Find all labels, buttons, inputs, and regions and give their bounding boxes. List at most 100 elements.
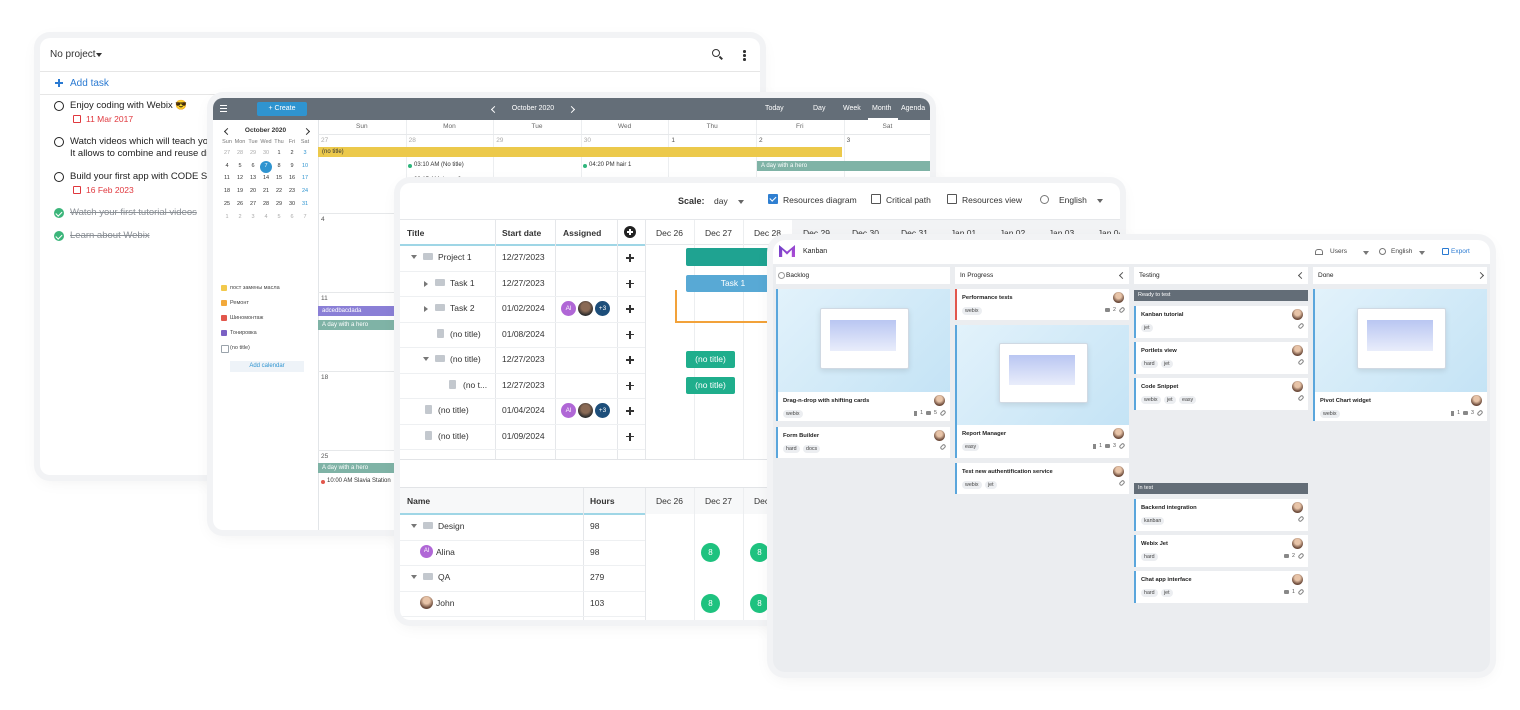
language-select[interactable]: English [1059,195,1087,205]
event-text[interactable]: 09:15 AM demo 2 [414,177,462,183]
card[interactable]: Pivot Chart widget webix 1 3 [1313,289,1487,421]
task-checkbox[interactable] [54,101,64,111]
card[interactable]: Chat app interface hard jet 1 [1134,571,1308,603]
calendar-checkbox[interactable] [221,285,227,291]
mini-date[interactable]: 6 [290,213,294,220]
checkbox[interactable] [871,194,881,204]
scale-select[interactable]: day [714,196,728,206]
mini-date[interactable]: 1 [225,213,229,220]
card[interactable]: Kanban tutorial jet [1134,306,1308,338]
task-title[interactable]: (no title) [438,405,469,415]
task-title[interactable]: Task 1 [450,277,475,288]
task-bar[interactable]: (no title) [686,351,735,368]
mini-date[interactable]: 22 [275,188,283,195]
add-subtask-button[interactable] [626,279,634,288]
task-bar[interactable]: (no title) [686,376,735,394]
mini-date[interactable]: 24 [301,188,309,195]
mini-date[interactable]: 19 [236,188,244,195]
mini-date[interactable]: 8 [277,162,281,169]
menu-dot[interactable] [743,58,746,61]
plus-icon[interactable] [55,79,63,87]
add-subtask-button[interactable] [626,432,634,441]
add-task[interactable]: Add task [70,78,109,89]
option-label[interactable]: Resources view [962,195,1022,205]
view-tab[interactable]: Agenda [901,105,926,112]
resource-name[interactable]: QA [438,572,451,582]
mini-date[interactable]: 29 [249,150,257,156]
add-subtask-button[interactable] [626,330,634,339]
event-bar[interactable]: adcedbacdada [318,306,405,316]
event-bar[interactable]: A day with a hero [757,161,930,171]
menu-line[interactable] [220,105,227,106]
task-text[interactable]: Watch your first tutorial videos [70,207,197,218]
mini-date[interactable]: 14 [262,175,270,182]
search-icon[interactable] [712,49,720,57]
mini-date[interactable]: 27 [249,200,257,207]
mini-date[interactable]: 18 [223,188,231,195]
add-card-icon[interactable] [778,272,785,279]
task-title[interactable]: (no title) [438,430,469,441]
users-select[interactable]: Users [1330,248,1347,255]
language-select[interactable]: English [1391,248,1413,255]
task-title[interactable]: Task 2 [450,303,475,313]
create-button[interactable]: + Create [257,102,307,116]
mini-date[interactable]: 12 [236,175,244,182]
card[interactable]: Test new authentification service webix je… [955,463,1129,494]
project-select[interactable]: No project [50,49,96,60]
event-bar[interactable]: A day with a hero [318,320,405,330]
task-text[interactable]: Build your first app with CODE SNIF [70,171,223,182]
task-text[interactable]: It allows to combine and reuse dive [70,148,219,159]
menu-dot[interactable] [743,54,746,57]
add-task-button[interactable] [624,226,636,238]
calendar-name[interactable]: (no title) [230,345,250,351]
mini-date[interactable]: 5 [238,162,242,169]
mini-date[interactable]: 30 [262,150,270,156]
mini-date[interactable]: 27 [223,150,231,156]
mini-date[interactable]: 4 [225,162,229,169]
mini-date[interactable]: 20 [249,188,257,195]
event-text[interactable]: 03:10 AM (No title) [414,162,464,168]
card[interactable]: Drag-n-drop with shifting cards webix 1 5 [776,289,950,421]
card[interactable]: Portlets view hard jet [1134,342,1308,374]
view-tab[interactable]: Today [765,105,784,112]
calendar-name[interactable]: Тонировка [230,330,257,336]
add-subtask-button[interactable] [626,407,634,415]
mini-date[interactable]: 28 [236,150,244,156]
chevron-icon[interactable] [302,127,311,136]
task-title[interactable]: (no title) [450,328,481,339]
mini-date[interactable]: 1 [277,150,281,156]
task-checkbox[interactable] [54,231,64,241]
mini-date[interactable]: 5 [277,213,281,220]
view-tab[interactable]: Day [813,105,826,112]
mini-date[interactable]: 16 [288,175,296,182]
task-title[interactable]: (no t... [463,379,488,390]
mini-date[interactable]: 9 [290,162,294,169]
menu-line[interactable] [220,111,227,112]
task-title[interactable]: (no title) [450,354,481,364]
card[interactable]: Webix Jet hard 2 [1134,535,1308,567]
calendar-name[interactable]: Ремонт [230,300,249,306]
card[interactable]: Report Manager easy 1 3 [955,325,1129,458]
mini-date[interactable]: 7 [303,213,307,220]
view-tab[interactable]: Week [843,105,861,112]
mini-date[interactable]: 25 [223,200,231,207]
calendar-name[interactable]: Шиномонтаж [230,315,264,321]
task-text[interactable]: Watch videos which will teach you h [70,136,222,147]
add-subtask-button[interactable] [626,356,634,364]
mini-date[interactable]: 28 [262,200,270,207]
mini-date[interactable]: 30 [288,200,296,207]
mini-date[interactable]: 6 [251,162,255,169]
resource-name[interactable]: Design [438,521,465,531]
add-calendar-button[interactable]: Add calendar [230,361,304,372]
add-subtask-button[interactable] [626,381,634,390]
event-text[interactable]: 04:20 PM hair 1 [589,162,632,168]
mini-date[interactable]: 21 [262,188,270,195]
task-checkbox[interactable] [54,208,64,218]
add-subtask-button[interactable] [626,305,634,313]
mini-date[interactable]: 26 [236,200,244,207]
card[interactable]: Form Builder hard docs [776,427,950,458]
add-subtask-button[interactable] [626,254,634,262]
calendar-checkbox[interactable] [221,300,227,306]
mini-date[interactable]: 13 [249,175,257,182]
card[interactable]: Performance tests webix 2 [955,289,1129,320]
